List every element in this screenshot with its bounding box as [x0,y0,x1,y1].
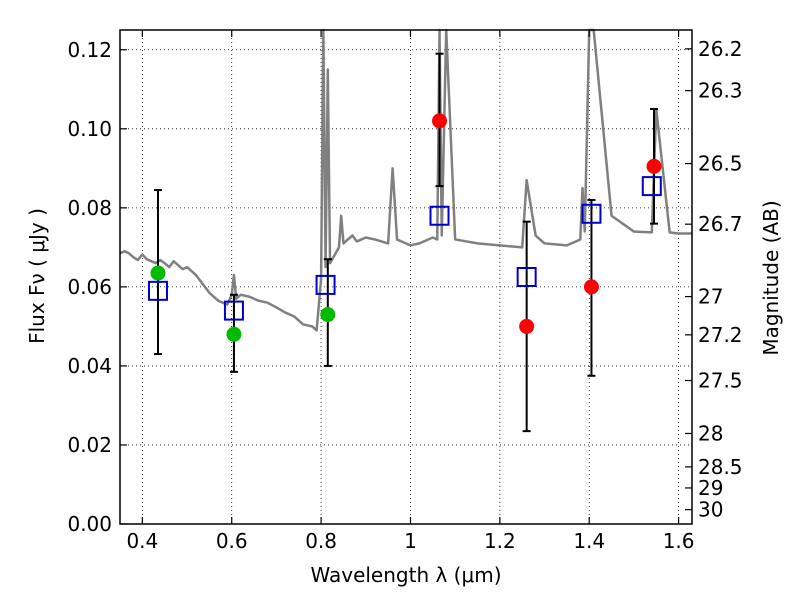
mag-tick-label: 27.5 [698,369,743,393]
y-tick-label: 0.08 [67,196,112,220]
model-spectrum-layer [119,28,692,332]
observed-point-red [646,158,662,174]
x-tick-label: 0.6 [216,529,248,553]
x-tick-label: 0.4 [126,529,158,553]
y-axis-title: Flux Fν ( μJy ) [25,208,49,344]
model-photometry-point [641,176,662,197]
mag-tick-label: 26.7 [698,212,743,236]
mag-tick-label: 26.3 [698,79,743,103]
y-tick-label: 0.10 [67,117,112,141]
y2-axis-title: Magnitude (AB) [759,200,783,355]
observed-point-red [519,318,535,334]
model-photometry-point [223,300,244,321]
mag-tick-label: 30 [698,498,723,522]
model-photometry-point [147,280,168,301]
y-tick-label: 0.12 [67,38,112,62]
mag-tick-label: 26.2 [698,37,743,61]
mag-tick-label: 27 [698,285,723,309]
observed-point-red [432,113,448,129]
x-tick-label: 1 [404,529,417,553]
x-axis-title: Wavelength λ (μm) [310,563,501,587]
model-photometry-point [429,205,450,226]
observed-point-green [150,265,166,281]
model-photometry-point [516,267,537,287]
mag-tick-label: 26.5 [698,152,743,176]
plot-frame [119,29,693,525]
x-tick-label: 1.6 [663,529,695,553]
observed-point-green [320,307,336,323]
y-ticks: 0.00 0.02 0.04 0.06 0.08 0.10 0.12 [67,38,127,536]
points-layer [147,113,662,342]
observed-point-red [583,279,599,295]
y-tick-label: 0.04 [67,354,112,378]
model-spectrum-line [119,28,692,332]
mag-tick-label: 28 [698,421,723,445]
model-photometry-point [581,203,602,224]
mag-tick-label: 29 [698,476,723,500]
grid-layer [120,30,692,525]
y-tick-label: 0.02 [67,433,112,457]
x-tick-label: 0.8 [305,529,337,553]
x-tick-label: 1.2 [484,529,516,553]
x-ticks: 0.4 0.6 0.8 1 1.2 1.4 1.6 [126,30,695,553]
model-photometry-point [315,274,336,295]
observed-point-green [226,326,242,342]
y-tick-label: 0.00 [67,512,112,536]
mag-tick-label: 28.5 [698,455,743,479]
x-tick-label: 1.4 [573,529,605,553]
mag-tick-label: 27.2 [698,323,743,347]
y-tick-label: 0.06 [67,275,112,299]
